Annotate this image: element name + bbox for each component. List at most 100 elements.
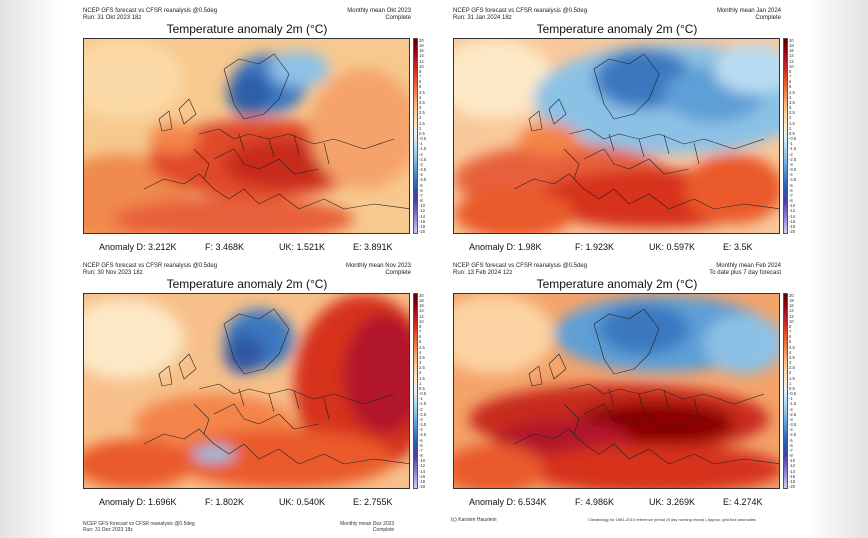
stat-uk: UK: 0.540K [279, 497, 326, 507]
colorbar-tick-label: 20 [419, 38, 424, 43]
colorbar-tick-label: 1 [789, 125, 792, 131]
colorbar-tick-label: 5 [789, 84, 792, 90]
colorbar-tick-label: -18 [789, 223, 796, 229]
colorbar-tick-label: -5 [419, 182, 423, 188]
colorbar-tick-label: -1.5 [789, 146, 797, 152]
colorbar-tick-label: -16 [789, 473, 796, 479]
colorbar-ticks: 20 18 16 14 12 10 8 7 6 5 4.5 4 3.5 3 2.5 2 1.5 1 0.5 -0.5-… [789, 293, 799, 489]
colorbar-tick-label: 3 [789, 105, 792, 111]
stat-uk: UK: 3.269K [649, 497, 696, 507]
anomaly-stats: Anomaly D: 1.98K F: 1.923K UK: 0.597K E:… [453, 241, 781, 253]
colorbar-tick-label: -18 [419, 223, 426, 229]
colorbar-tick-label: 1 [789, 380, 792, 386]
colorbar-tick-label: -3.5 [789, 422, 797, 428]
colorbar-tick-label: -1 [789, 141, 793, 147]
stat-uk: UK: 0.597K [649, 242, 696, 252]
colorbar-tick-label: 0.5 [419, 385, 425, 391]
colorbar-tick-label: -10 [419, 203, 426, 209]
header-status: Complete [385, 270, 411, 276]
colorbar-tick-label: 6 [419, 79, 422, 85]
panel-title: Temperature anomaly 2m (°C) [166, 22, 328, 36]
header-status: Complete [385, 15, 411, 21]
colorbar-tick-label: -5 [789, 182, 793, 188]
header-status: Complete [755, 15, 781, 21]
stat-spain: E: 4.274K [723, 497, 763, 507]
stat-germany: Anomaly D: 1.696K [99, 497, 177, 507]
colorbar-tick-label: -8 [789, 198, 793, 204]
colorbar-tick-label: 10 [419, 63, 424, 69]
colorbar-tick-label: -8 [789, 453, 793, 459]
colorbar-tick-label: 3.5 [419, 354, 425, 360]
colorbar-tick-label: 12 [419, 58, 424, 64]
colorbar-tick-label: -4.5 [789, 432, 797, 438]
colorbar-tick-label: 16 [789, 48, 794, 54]
colorbar-tick-label: -0.5 [789, 136, 797, 142]
colorbar-tick-label: -14 [789, 213, 796, 219]
colorbar-tick-label: 18 [419, 43, 424, 49]
colorbar-tick-label: 2 [789, 115, 792, 121]
colorbar-tick-label: -4 [419, 172, 423, 178]
panel-title: Temperature anomaly 2m (°C) [536, 22, 698, 36]
panel-feb-2024: NCEP GFS forecast vs CFSR reanalysis @0.… [453, 263, 796, 513]
header-period: Monthly mean Jan 2024 [716, 8, 781, 14]
header-run: Run: 13 Feb 2024 12z [453, 270, 513, 276]
colorbar-tick-label: -20 [419, 484, 426, 489]
colorbar-tick-label: -12 [419, 208, 426, 214]
footer-note: Climatology for 1981-2010 reference peri… [588, 517, 756, 522]
colorbar-tick-label: 4.5 [789, 344, 795, 350]
anomaly-map [83, 38, 410, 234]
colorbar-tick-label: 3 [789, 360, 792, 366]
colorbar-tick-label: -10 [789, 203, 796, 209]
colorbar-tick-label: -3.5 [419, 422, 427, 428]
anomaly-map-graphic [84, 294, 409, 488]
footer-left-header: NCEP GFS forecast vs CFSR reanalysis @0.… [83, 521, 195, 533]
colorbar-tick-label: -1.5 [419, 401, 427, 407]
colorbar-tick-label: -4.5 [789, 177, 797, 183]
colorbar-ticks: 20 18 16 14 12 10 8 7 6 5 4.5 4 3.5 3 2.5 2 1.5 1 0.5 -0.5-… [419, 38, 429, 234]
colorbar-tick-label: 2.5 [789, 365, 795, 371]
colorbar-tick-label: -3.5 [419, 167, 427, 173]
colorbar-tick-label: 3.5 [789, 354, 795, 360]
stat-spain: E: 3.891K [353, 242, 393, 252]
colorbar-tick-label: 3.5 [419, 99, 425, 105]
colorbar [783, 293, 788, 489]
header-model: NCEP GFS forecast vs CFSR reanalysis @0.… [83, 8, 218, 14]
anomaly-map [453, 293, 780, 489]
colorbar-tick-label: 7 [789, 74, 792, 80]
colorbar-tick-label: -4.5 [419, 177, 427, 183]
colorbar-tick-label: -1.5 [419, 146, 427, 152]
anomaly-map-graphic [454, 294, 779, 488]
colorbar-tick-label: -3.5 [789, 167, 797, 173]
colorbar-tick-label: -1 [789, 396, 793, 402]
colorbar-tick-label: -2 [419, 151, 423, 157]
colorbar-tick-label: 10 [419, 318, 424, 324]
anomaly-stats: Anomaly D: 3.212K F: 3.468K UK: 1.521K E… [83, 241, 411, 253]
colorbar-tick-label: 16 [789, 303, 794, 309]
anomaly-map-graphic [454, 39, 779, 233]
colorbar-tick-label: -2.5 [789, 156, 797, 162]
colorbar-tick-label: 20 [789, 293, 794, 298]
colorbar-tick-label: -12 [789, 208, 796, 214]
colorbar-tick-label: 2.5 [789, 110, 795, 116]
colorbar-tick-label: -8 [419, 453, 423, 459]
colorbar-tick-label: 16 [419, 48, 424, 54]
colorbar-ticks: 20 18 16 14 12 10 8 7 6 5 4.5 4 3.5 3 2.5 2 1.5 1 0.5 -0.5-… [789, 38, 799, 234]
header-period: Monthly mean Nov 2023 [345, 263, 411, 269]
colorbar-tick-label: 12 [789, 313, 794, 319]
colorbar-tick-label: -16 [419, 473, 426, 479]
colorbar-tick-label: 2 [789, 370, 792, 376]
footer-status: Complete [372, 527, 395, 533]
stat-france: F: 1.923K [575, 242, 615, 252]
colorbar-tick-label: 4.5 [419, 89, 425, 95]
colorbar-tick-label: 14 [789, 308, 794, 314]
footer-center-header: Monthly mean Dez 2023 Complete [340, 521, 394, 533]
colorbar-tick-label: -18 [419, 478, 426, 484]
colorbar-tick-label: -5 [419, 437, 423, 443]
colorbar-tick-label: 7 [789, 329, 792, 335]
colorbar-tick-label: 14 [789, 53, 794, 59]
colorbar-tick-label: -3 [419, 161, 423, 167]
colorbar-tick-label: -6 [789, 442, 793, 448]
colorbar-tick-label: -16 [419, 218, 426, 224]
stat-france: F: 4.986K [575, 497, 615, 507]
colorbar-tick-label: 20 [789, 38, 794, 43]
